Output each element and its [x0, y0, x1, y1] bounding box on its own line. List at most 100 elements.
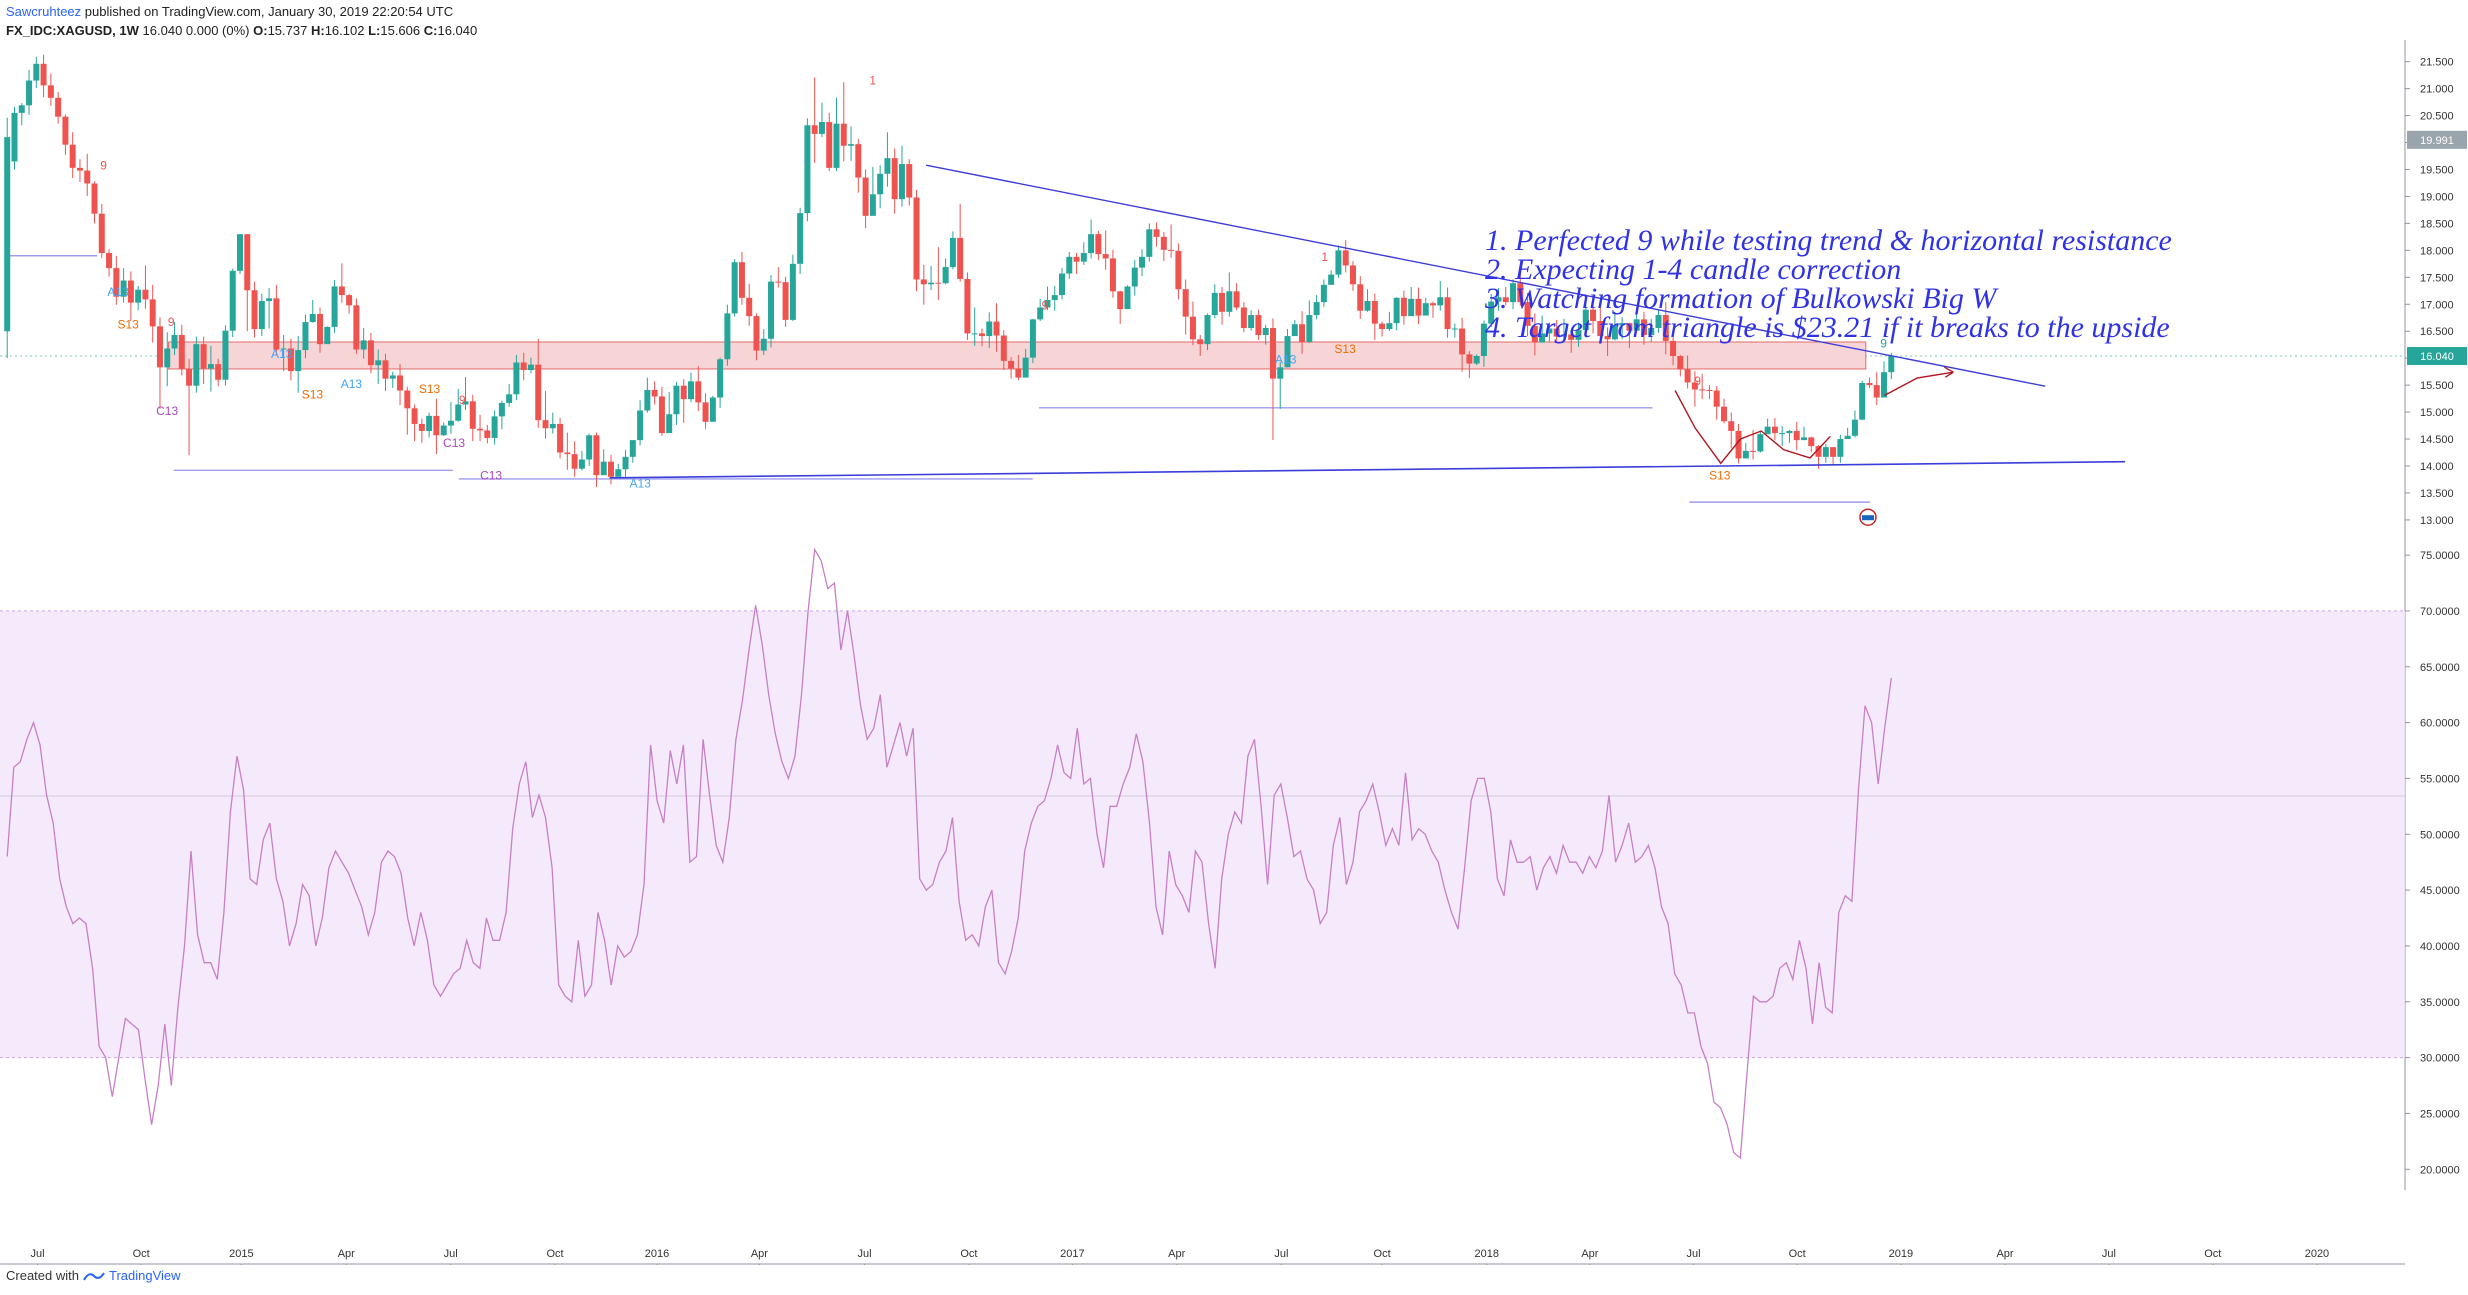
candle-body[interactable] — [811, 125, 818, 134]
candle-body[interactable] — [1240, 307, 1247, 328]
candle-body[interactable] — [1284, 336, 1291, 368]
candle-body[interactable] — [1437, 297, 1444, 306]
candle-body[interactable] — [680, 385, 687, 400]
candle-body[interactable] — [1335, 250, 1342, 275]
candle-body[interactable] — [1430, 303, 1437, 306]
author-link[interactable]: Sawcruhteez — [6, 4, 82, 19]
candle-body[interactable] — [1771, 426, 1778, 434]
candle-body[interactable] — [673, 385, 680, 415]
resistance-zone[interactable] — [168, 341, 1867, 370]
candle-body[interactable] — [1495, 297, 1502, 302]
candle-body[interactable] — [1349, 265, 1356, 285]
candle-body[interactable] — [287, 348, 294, 372]
candle-body[interactable] — [1560, 334, 1567, 337]
candle-body[interactable] — [833, 123, 840, 168]
candle-body[interactable] — [433, 415, 440, 436]
candle-body[interactable] — [906, 164, 913, 198]
candle-body[interactable] — [789, 263, 796, 320]
candle-body[interactable] — [848, 144, 855, 146]
candle-body[interactable] — [1546, 328, 1553, 334]
candle-body[interactable] — [527, 364, 534, 371]
candle-body[interactable] — [156, 326, 163, 368]
candle-body[interactable] — [564, 452, 571, 455]
candle-body[interactable] — [1211, 292, 1218, 316]
candle-body[interactable] — [1015, 368, 1022, 378]
candle-body[interactable] — [1037, 307, 1044, 320]
candle-body[interactable] — [1808, 437, 1815, 447]
candle-body[interactable] — [651, 389, 658, 397]
candle-body[interactable] — [607, 461, 614, 477]
candle-body[interactable] — [324, 326, 331, 345]
candle-body[interactable] — [69, 144, 76, 168]
candle-body[interactable] — [40, 63, 47, 86]
candle-body[interactable] — [1059, 273, 1066, 296]
candle-body[interactable] — [1670, 340, 1677, 357]
candle-body[interactable] — [622, 456, 629, 470]
candle-body[interactable] — [891, 158, 898, 200]
candle-body[interactable] — [171, 334, 178, 349]
candle-body[interactable] — [280, 348, 287, 350]
candle-body[interactable] — [1480, 323, 1487, 357]
candle-body[interactable] — [84, 170, 91, 184]
candle-body[interactable] — [149, 299, 156, 327]
candle-body[interactable] — [1255, 315, 1262, 335]
marker-price-label[interactable] — [2407, 130, 2467, 149]
candle-body[interactable] — [775, 281, 782, 283]
candle-body[interactable] — [1357, 284, 1364, 311]
candle-body[interactable] — [215, 364, 222, 380]
candle-body[interactable] — [920, 279, 927, 285]
candle-body[interactable] — [1786, 430, 1793, 434]
candle-body[interactable] — [1233, 291, 1240, 308]
candle-body[interactable] — [826, 122, 833, 168]
candle-body[interactable] — [418, 423, 425, 431]
candle-body[interactable] — [1386, 323, 1393, 330]
candle-body[interactable] — [542, 420, 549, 429]
candle-body[interactable] — [746, 297, 753, 317]
candle-body[interactable] — [1299, 324, 1306, 342]
candle-body[interactable] — [1400, 297, 1407, 317]
candle-body[interactable] — [266, 298, 273, 302]
candle-body[interactable] — [244, 234, 251, 291]
candle-body[interactable] — [1379, 323, 1386, 330]
candle-body[interactable] — [593, 435, 600, 476]
candle-body[interactable] — [782, 282, 789, 320]
candle-body[interactable] — [869, 194, 876, 216]
candle-body[interactable] — [637, 410, 644, 441]
candle-body[interactable] — [877, 173, 884, 195]
candle-body[interactable] — [1051, 295, 1058, 300]
candle-body[interactable] — [1735, 430, 1742, 459]
candle-body[interactable] — [1269, 327, 1276, 379]
candle-body[interactable] — [1684, 369, 1691, 383]
candle-body[interactable] — [666, 414, 673, 434]
candle-body[interactable] — [47, 85, 54, 98]
candle-body[interactable] — [360, 340, 367, 350]
candle-body[interactable] — [862, 177, 869, 216]
candle-body[interactable] — [804, 125, 811, 214]
candle-body[interactable] — [1764, 426, 1771, 435]
candle-body[interactable] — [855, 144, 862, 178]
candle-body[interactable] — [338, 286, 345, 296]
candle-body[interactable] — [1706, 389, 1713, 391]
candle-body[interactable] — [1044, 299, 1051, 308]
candle-body[interactable] — [98, 213, 105, 254]
candle-body[interactable] — [207, 364, 214, 369]
candle-body[interactable] — [186, 368, 193, 386]
candle-body[interactable] — [346, 295, 353, 306]
candle-body[interactable] — [1189, 316, 1196, 340]
candle-body[interactable] — [1204, 315, 1211, 345]
candle-body[interactable] — [411, 408, 418, 424]
candle-body[interactable] — [1320, 284, 1327, 303]
candle-body[interactable] — [1073, 256, 1080, 262]
candle-body[interactable] — [1226, 291, 1233, 312]
candle-body[interactable] — [447, 420, 454, 426]
candle-body[interactable] — [127, 280, 134, 303]
candle-body[interactable] — [397, 375, 404, 391]
candle-body[interactable] — [964, 278, 971, 334]
candle-body[interactable] — [1197, 339, 1204, 345]
price-axis[interactable]: 13.000 13.500 14.000 14.500 15.000 15.500 16.0… — [2405, 40, 2467, 527]
candle-body[interactable] — [1517, 283, 1524, 303]
tradingview-brand-link[interactable]: TradingView — [108, 1268, 181, 1283]
candle-body[interactable] — [942, 267, 949, 284]
candle-body[interactable] — [164, 348, 171, 368]
candle-body[interactable] — [1364, 301, 1371, 311]
